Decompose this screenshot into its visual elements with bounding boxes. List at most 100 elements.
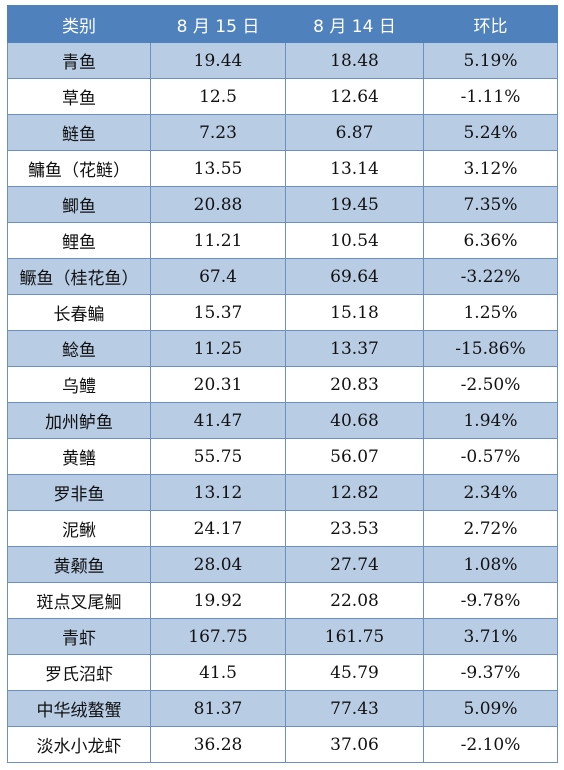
change-cell: -3.22% (423, 258, 558, 295)
category-cell: 草鱼 (7, 78, 151, 115)
change-cell: -15.86% (423, 330, 558, 367)
table-row: 中华绒螯蟹 81.37 77.43 5.09% (7, 690, 558, 727)
table-row: 淡水小龙虾 36.28 37.06 -2.10% (7, 726, 558, 763)
change-cell: -0.57% (423, 438, 558, 475)
aug-15-price-cell: 20.88 (150, 186, 286, 223)
aug-15-price-cell: 41.5 (150, 654, 286, 691)
aug-15-price-cell: 24.17 (150, 510, 286, 547)
aug-14-price-cell: 161.75 (285, 618, 424, 655)
aug-14-price-cell: 19.45 (285, 186, 424, 223)
change-cell: -1.11% (423, 78, 558, 115)
table-row: 鳜鱼（桂花鱼） 67.4 69.64 -3.22% (7, 258, 558, 295)
header-change: 环比 (423, 5, 558, 43)
table-row: 鲶鱼 11.25 13.37 -15.86% (7, 330, 558, 367)
category-cell: 加州鲈鱼 (7, 402, 151, 439)
aug-14-price-cell: 12.82 (285, 474, 424, 511)
table-row: 黄鳝 55.75 56.07 -0.57% (7, 438, 558, 475)
aug-15-price-cell: 11.21 (150, 222, 286, 259)
change-cell: 1.94% (423, 402, 558, 439)
aug-15-price-cell: 12.5 (150, 78, 286, 115)
change-cell: -2.50% (423, 366, 558, 403)
aug-15-price-cell: 13.55 (150, 150, 286, 187)
table-container: 类别 8 月 15 日 8 月 14 日 环比 青鱼 19.44 18.48 5.19… (7, 5, 558, 763)
aug-15-price-cell: 11.25 (150, 330, 286, 367)
change-cell: 5.09% (423, 690, 558, 727)
table-row: 鲢鱼 7.23 6.87 5.24% (7, 114, 558, 151)
category-cell: 青鱼 (7, 42, 151, 79)
change-cell: 3.71% (423, 618, 558, 655)
header-aug-15: 8 月 15 日 (150, 5, 286, 43)
aug-15-price-cell: 41.47 (150, 402, 286, 439)
aug-15-price-cell: 19.92 (150, 582, 286, 619)
category-cell: 斑点叉尾鮰 (7, 582, 151, 619)
category-cell: 鳜鱼（桂花鱼） (7, 258, 151, 295)
table-row: 青虾 167.75 161.75 3.71% (7, 618, 558, 655)
table-row: 乌鳢 20.31 20.83 -2.50% (7, 366, 558, 403)
change-cell: -9.37% (423, 654, 558, 691)
category-cell: 鲤鱼 (7, 222, 151, 259)
category-cell: 泥鳅 (7, 510, 151, 547)
table-row: 罗非鱼 13.12 12.82 2.34% (7, 474, 558, 511)
category-cell: 鲶鱼 (7, 330, 151, 367)
table-header: 类别 8 月 15 日 8 月 14 日 环比 (7, 5, 558, 43)
aug-14-price-cell: 12.64 (285, 78, 424, 115)
category-cell: 罗氏沼虾 (7, 654, 151, 691)
change-cell: 2.72% (423, 510, 558, 547)
aug-14-price-cell: 23.53 (285, 510, 424, 547)
category-cell: 鳙鱼（花鲢） (7, 150, 151, 187)
table-row: 加州鲈鱼 41.47 40.68 1.94% (7, 402, 558, 439)
aug-14-price-cell: 27.74 (285, 546, 424, 583)
change-cell: 1.25% (423, 294, 558, 331)
aug-14-price-cell: 40.68 (285, 402, 424, 439)
aug-14-price-cell: 69.64 (285, 258, 424, 295)
aug-15-price-cell: 7.23 (150, 114, 286, 151)
aug-14-price-cell: 13.37 (285, 330, 424, 367)
change-cell: 2.34% (423, 474, 558, 511)
table-row: 鲫鱼 20.88 19.45 7.35% (7, 186, 558, 223)
change-cell: -9.78% (423, 582, 558, 619)
aug-15-price-cell: 167.75 (150, 618, 286, 655)
aug-14-price-cell: 45.79 (285, 654, 424, 691)
table-row: 青鱼 19.44 18.48 5.19% (7, 42, 558, 79)
aug-14-price-cell: 20.83 (285, 366, 424, 403)
table-row: 斑点叉尾鮰 19.92 22.08 -9.78% (7, 582, 558, 619)
aug-15-price-cell: 28.04 (150, 546, 286, 583)
category-cell: 中华绒螯蟹 (7, 690, 151, 727)
table-row: 长春鳊 15.37 15.18 1.25% (7, 294, 558, 331)
category-cell: 罗非鱼 (7, 474, 151, 511)
header-aug-14: 8 月 14 日 (285, 5, 424, 43)
aug-15-price-cell: 19.44 (150, 42, 286, 79)
table-row: 黄颡鱼 28.04 27.74 1.08% (7, 546, 558, 583)
change-cell: 7.35% (423, 186, 558, 223)
aug-15-price-cell: 67.4 (150, 258, 286, 295)
aug-14-price-cell: 13.14 (285, 150, 424, 187)
change-cell: -2.10% (423, 726, 558, 763)
change-cell: 6.36% (423, 222, 558, 259)
aug-15-price-cell: 81.37 (150, 690, 286, 727)
category-cell: 黄鳝 (7, 438, 151, 475)
change-cell: 3.12% (423, 150, 558, 187)
table-row: 鳙鱼（花鲢） 13.55 13.14 3.12% (7, 150, 558, 187)
table-row: 罗氏沼虾 41.5 45.79 -9.37% (7, 654, 558, 691)
aug-14-price-cell: 56.07 (285, 438, 424, 475)
aug-15-price-cell: 55.75 (150, 438, 286, 475)
aug-14-price-cell: 10.54 (285, 222, 424, 259)
aug-15-price-cell: 36.28 (150, 726, 286, 763)
change-cell: 1.08% (423, 546, 558, 583)
aug-14-price-cell: 18.48 (285, 42, 424, 79)
aug-14-price-cell: 77.43 (285, 690, 424, 727)
category-cell: 鲫鱼 (7, 186, 151, 223)
category-cell: 青虾 (7, 618, 151, 655)
header-category: 类别 (7, 5, 151, 43)
table-row: 鲤鱼 11.21 10.54 6.36% (7, 222, 558, 259)
price-table: 类别 8 月 15 日 8 月 14 日 环比 青鱼 19.44 18.48 5.19… (7, 5, 558, 763)
category-cell: 淡水小龙虾 (7, 726, 151, 763)
aug-15-price-cell: 13.12 (150, 474, 286, 511)
category-cell: 黄颡鱼 (7, 546, 151, 583)
aug-14-price-cell: 37.06 (285, 726, 424, 763)
aug-14-price-cell: 15.18 (285, 294, 424, 331)
change-cell: 5.24% (423, 114, 558, 151)
table-row: 泥鳅 24.17 23.53 2.72% (7, 510, 558, 547)
aug-15-price-cell: 15.37 (150, 294, 286, 331)
category-cell: 乌鳢 (7, 366, 151, 403)
